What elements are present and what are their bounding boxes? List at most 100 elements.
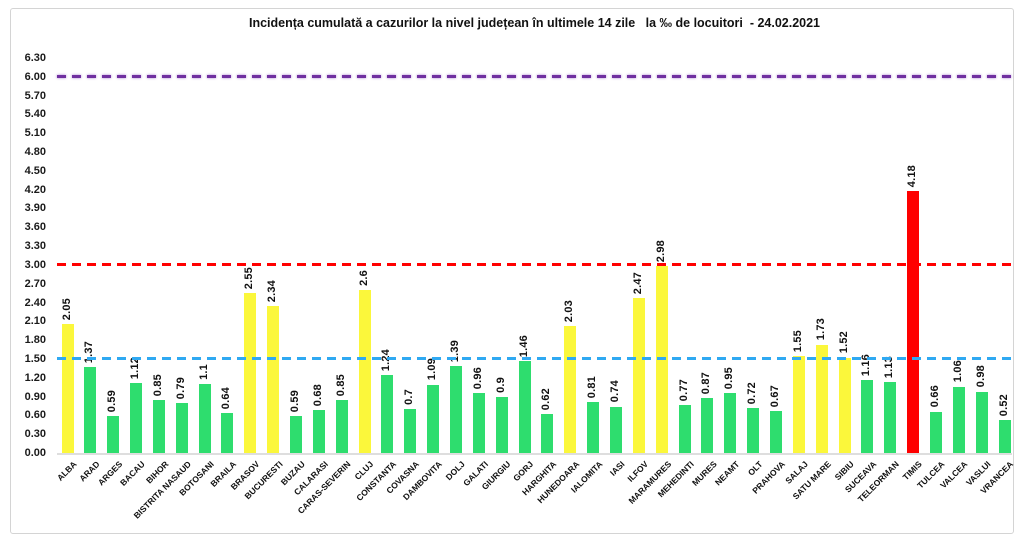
- bar-olt: [747, 407, 760, 453]
- bar-dambovita: [427, 384, 440, 453]
- bar-giurgiu: [495, 396, 508, 453]
- bar-value-label: 0.68: [311, 384, 324, 407]
- bar-value-label: 0.64: [220, 386, 233, 409]
- bar-value-label: 1.09: [426, 358, 439, 381]
- bar-constanta: [381, 375, 394, 453]
- bar-calarasi: [312, 410, 325, 453]
- bar-buzau: [290, 416, 303, 453]
- bar-value-label: 2.03: [563, 299, 576, 322]
- bar-value-label: 0.59: [106, 389, 119, 413]
- bar-value-label: 0.9: [494, 376, 507, 393]
- bar-value-label: 2.47: [631, 271, 644, 295]
- bar-value-label: 0.67: [768, 384, 781, 407]
- bar-value-label: 1.06: [951, 360, 964, 383]
- bar-value-label: 0.66: [928, 385, 941, 408]
- y-axis-tick-label: 0.00: [24, 447, 46, 459]
- bar-value-label: 1.46: [517, 335, 530, 358]
- bar-value-label: 0.62: [540, 387, 553, 411]
- bar-value-label: 1.52: [837, 331, 850, 354]
- bar-teleorman: [884, 382, 897, 453]
- bar-mures: [701, 398, 714, 453]
- bar-arges: [107, 416, 120, 453]
- bar-galati: [472, 392, 485, 453]
- y-axis-tick-label: 1.20: [24, 371, 46, 384]
- bar-tulcea: [929, 411, 942, 453]
- bar-mehedinti: [678, 404, 691, 453]
- y-axis-tick-label: 2.70: [24, 277, 46, 290]
- bar-value-label: 0.85: [334, 373, 347, 396]
- y-axis-tick-label: 5.10: [24, 127, 46, 140]
- bar-value-label: 0.74: [608, 380, 621, 403]
- y-axis-tick-label: 2.10: [24, 315, 46, 328]
- bar-value-label: 1.73: [814, 318, 827, 341]
- y-axis-tick-label: 0.30: [24, 428, 46, 441]
- y-axis-tick-label: 4.20: [24, 183, 46, 196]
- bar-neamt: [724, 393, 737, 453]
- bar-satu-mare: [815, 344, 828, 453]
- y-axis-tick-label: 3.30: [24, 240, 46, 253]
- y-axis-tick-label: 1.50: [24, 352, 46, 365]
- bar-cluj: [358, 289, 371, 453]
- bar-bucuresti: [267, 306, 280, 453]
- bar-value-label: 0.95: [723, 367, 736, 390]
- bar-bistrita-nasaud: [175, 403, 188, 453]
- bar-value-label: 0.7: [403, 389, 416, 406]
- bar-value-label: 0.85: [151, 373, 164, 396]
- y-axis-tick-label: 5.70: [24, 89, 46, 102]
- reference-line-3.00: [57, 263, 1012, 267]
- bar-vaslui: [975, 391, 988, 453]
- bar-covasna: [404, 409, 417, 453]
- x-axis-line: [57, 453, 1012, 455]
- reference-line-6.00: [57, 75, 1012, 79]
- bar-value-label: 0.98: [974, 365, 987, 388]
- bar-bacau: [130, 382, 143, 453]
- bar-arad: [84, 367, 97, 453]
- bar-alba: [61, 324, 74, 453]
- bar-value-label: 2.6: [357, 270, 370, 286]
- bar-harghita: [541, 414, 554, 453]
- y-axis-tick-label: 6.30: [24, 52, 46, 64]
- bar-value-label: 2.05: [60, 298, 73, 321]
- bar-ialomita: [587, 402, 600, 453]
- y-axis-tick-label: 3.00: [24, 258, 46, 271]
- bar-value-label: 2.98: [654, 239, 667, 263]
- bar-brasov: [244, 293, 257, 453]
- bar-value-label: 4.18: [906, 164, 919, 187]
- y-axis-tick-label: 4.50: [24, 164, 46, 177]
- bar-value-label: 2.55: [243, 266, 256, 290]
- bar-caras-severin: [335, 399, 348, 453]
- bar-value-label: 0.59: [289, 389, 302, 413]
- bar-value-label: 0.77: [677, 378, 690, 401]
- y-axis-tick-label: 5.40: [24, 108, 46, 121]
- reference-line-1.50: [57, 357, 1012, 361]
- y-axis-tick-label: 3.60: [24, 221, 46, 234]
- y-axis-tick-label: 0.90: [24, 390, 46, 403]
- bar-value-label: 0.52: [997, 394, 1010, 417]
- chart-title: Incidența cumulată a cazurilor la nivel …: [248, 16, 821, 30]
- bar-value-label: 2.34: [266, 280, 279, 303]
- y-axis-tick-label: 1.80: [24, 334, 46, 347]
- chart-frame: [10, 8, 1014, 534]
- y-axis-tick-label: 0.60: [24, 409, 46, 422]
- bar-iasi: [609, 406, 622, 453]
- bar-ilfov: [632, 298, 645, 453]
- bar-prahova: [769, 410, 782, 453]
- bar-value-label: 0.81: [586, 376, 599, 399]
- bar-gorj: [518, 361, 531, 453]
- bar-valcea: [952, 386, 965, 453]
- bar-value-label: 1.55: [791, 329, 804, 352]
- bar-value-label: 0.96: [471, 366, 484, 389]
- bar-braila: [221, 412, 234, 453]
- bar-sibiu: [838, 357, 851, 453]
- bar-hunedoara: [564, 325, 577, 453]
- bar-vrancea: [998, 420, 1011, 453]
- bar-value-label: 0.72: [746, 381, 759, 404]
- bar-timis: [907, 190, 920, 453]
- bar-value-label: 1.1: [197, 364, 210, 381]
- bar-value-label: 0.79: [174, 377, 187, 400]
- y-axis-tick-label: 6.00: [24, 70, 46, 83]
- bar-bihor: [152, 399, 165, 453]
- bar-dolj: [450, 365, 462, 453]
- bar-salaj: [792, 355, 805, 453]
